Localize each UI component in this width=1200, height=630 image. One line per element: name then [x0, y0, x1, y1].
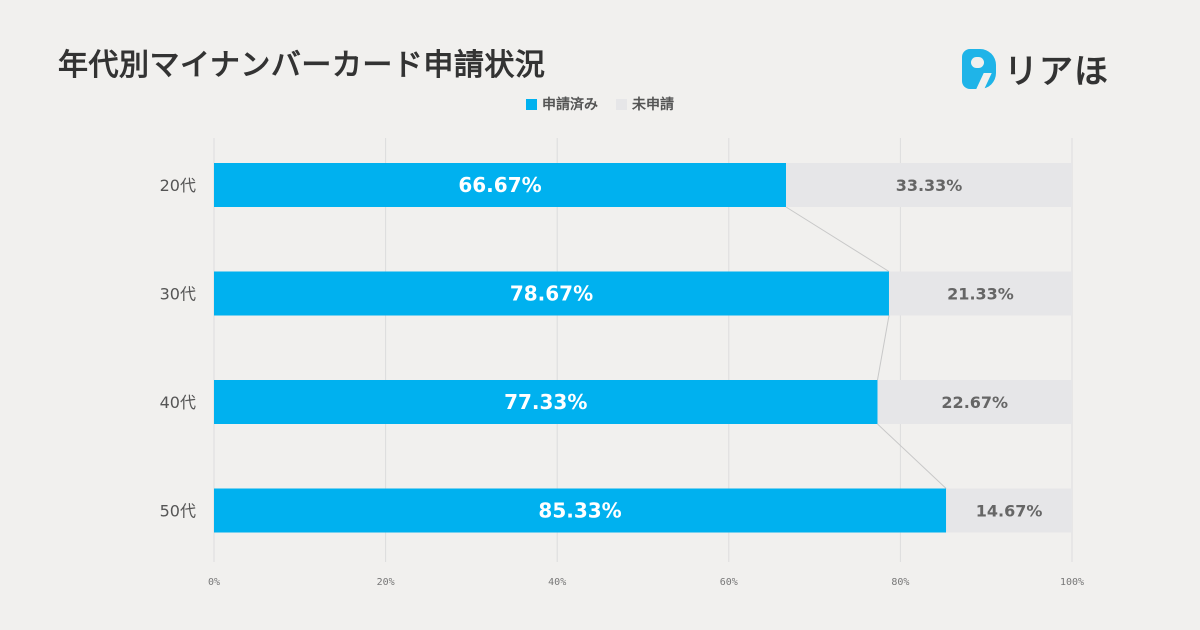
brand-logo: リアほ	[962, 44, 1109, 93]
bar-not-applied	[877, 380, 1072, 424]
x-tick-label: 80%	[891, 577, 909, 588]
y-category-label: 30代	[160, 285, 196, 304]
bar-applied	[214, 163, 787, 207]
brand-logo-text: リアほ	[1004, 52, 1109, 92]
legend-item-applied: 申請済み	[526, 94, 598, 114]
series-connector-line	[877, 423, 947, 489]
legend-swatch-applied	[526, 98, 537, 110]
legend-label-not-applied: 未申請	[632, 97, 674, 113]
series-connector-line	[876, 315, 890, 381]
data-label-applied: 78.67%	[510, 282, 593, 306]
y-category-label: 40代	[160, 393, 196, 412]
x-tick-label: 40%	[548, 577, 566, 588]
series-connector-line	[785, 206, 890, 272]
bar-not-applied	[888, 271, 1072, 316]
data-label-applied: 77.33%	[504, 390, 587, 414]
y-category-label: 50代	[160, 502, 196, 521]
bar-applied	[214, 488, 947, 533]
x-tick-label: 100%	[1060, 577, 1084, 588]
x-tick-label: 20%	[377, 577, 395, 588]
bar-not-applied	[786, 163, 1072, 207]
brand-r-icon	[962, 48, 996, 89]
y-category-label: 20代	[160, 176, 196, 195]
bar-applied	[214, 271, 889, 316]
bar-applied	[214, 380, 878, 424]
data-label-not-applied: 14.67%	[976, 502, 1043, 521]
data-label-not-applied: 33.33%	[896, 176, 963, 195]
x-tick-label: 0%	[208, 577, 220, 588]
data-label-not-applied: 21.33%	[947, 285, 1014, 304]
x-tick-label: 60%	[720, 577, 738, 588]
data-label-applied: 66.67%	[458, 173, 541, 197]
legend-item-not-applied: 未申請	[616, 94, 674, 114]
legend: 申請済み 未申請	[0, 94, 1200, 114]
bar-not-applied	[946, 488, 1072, 533]
data-label-applied: 85.33%	[538, 499, 621, 523]
legend-swatch-not-applied	[616, 98, 627, 110]
legend-label-applied: 申請済み	[542, 97, 598, 113]
chart-title: 年代別マイナンバーカード申請状況	[58, 48, 546, 83]
data-label-not-applied: 22.67%	[941, 393, 1008, 412]
